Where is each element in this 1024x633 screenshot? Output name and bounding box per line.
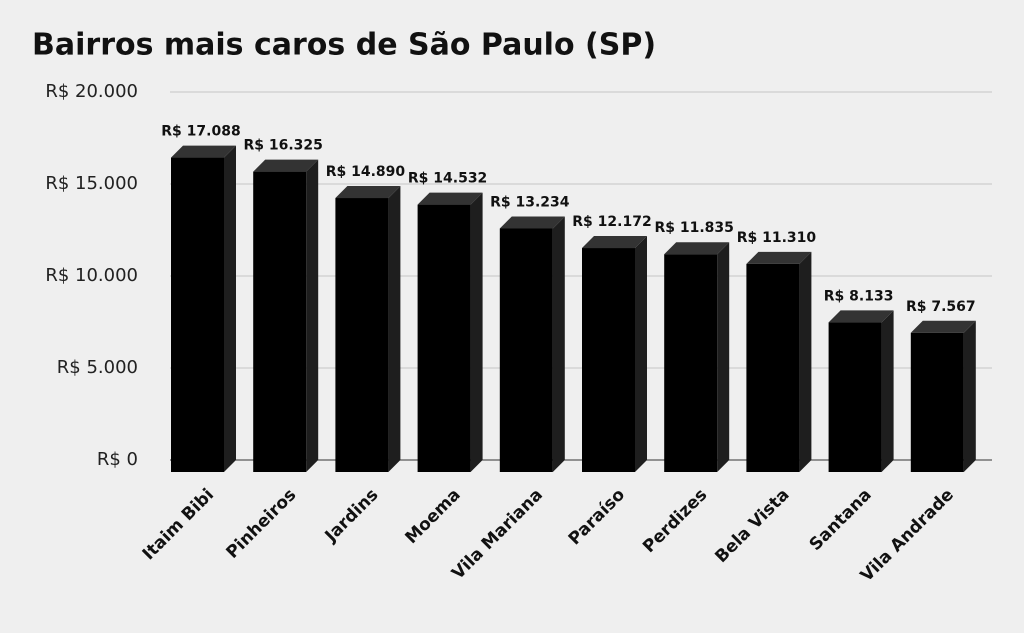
y-tick-label: R$ 0 [97, 449, 138, 470]
bar [582, 248, 635, 472]
bar-top [171, 145, 236, 158]
y-tick-label: R$ 10.000 [45, 265, 138, 286]
value-label: R$ 11.835 [654, 220, 733, 236]
bar-side [963, 320, 976, 472]
value-label: R$ 13.234 [490, 194, 570, 210]
bar [746, 263, 800, 472]
bar-side [224, 145, 236, 472]
value-label: R$ 14.890 [326, 164, 406, 180]
value-label: R$ 8.133 [824, 288, 894, 304]
bar [910, 332, 964, 472]
value-label: R$ 7.567 [906, 299, 976, 315]
y-tick-label: R$ 20.000 [45, 81, 138, 102]
bar [417, 204, 471, 472]
bar-side [470, 192, 483, 472]
bar-top [499, 216, 565, 229]
bar-top [910, 320, 976, 333]
bar-top [664, 242, 730, 255]
bar [499, 228, 553, 472]
bar-top [417, 192, 483, 205]
bar [253, 171, 307, 472]
bar-side [635, 236, 647, 472]
value-label: R$ 11.310 [737, 230, 817, 246]
bar-top [746, 251, 812, 264]
bar [171, 157, 224, 472]
bar-side [552, 216, 565, 472]
bar-side [388, 186, 401, 473]
value-label: R$ 14.532 [408, 171, 487, 187]
value-label: R$ 12.172 [572, 214, 651, 230]
bar [828, 322, 882, 472]
bar-top [335, 186, 401, 199]
bar [335, 198, 389, 473]
bar-side [881, 310, 894, 472]
y-tick-label: R$ 5.000 [57, 357, 138, 378]
bar-side [799, 251, 812, 472]
bar-top [253, 159, 319, 172]
bar-top [582, 236, 647, 249]
bar-side [306, 159, 319, 472]
value-label: R$ 17.088 [161, 124, 240, 140]
y-tick-label: R$ 15.000 [45, 173, 138, 194]
chart-title: Bairros mais caros de São Paulo (SP) [32, 28, 656, 63]
bar-side [717, 242, 730, 472]
bar [664, 254, 718, 472]
bar-top [828, 310, 894, 323]
value-label: R$ 16.325 [243, 138, 322, 154]
